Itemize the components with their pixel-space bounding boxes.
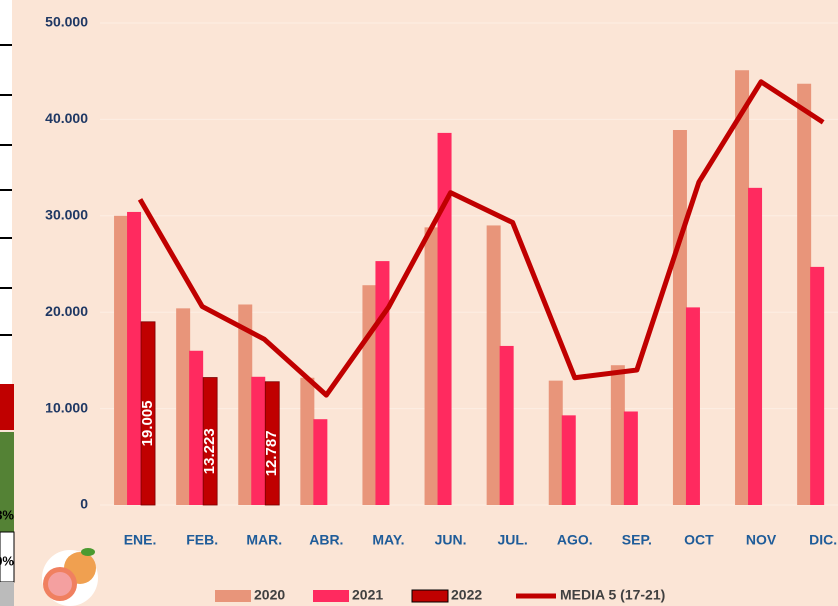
bar	[487, 225, 501, 505]
bar	[797, 84, 811, 505]
bar	[810, 267, 824, 505]
x-tick-label: FEB.	[186, 532, 218, 548]
bar	[748, 188, 762, 505]
bar	[438, 133, 452, 505]
x-tick-label: JUN.	[435, 532, 467, 548]
table-text: 3%	[0, 507, 14, 522]
bar	[624, 411, 638, 505]
bar	[549, 381, 563, 505]
y-tick-label: 50.000	[45, 14, 88, 30]
bar	[189, 351, 203, 505]
y-tick-label: 0	[80, 496, 88, 512]
bar	[611, 365, 625, 505]
y-tick-label: 10.000	[45, 399, 88, 415]
table-cell	[0, 0, 12, 384]
x-tick-label: OCT	[684, 532, 714, 548]
legend-swatch	[215, 590, 251, 602]
legend-label: 2021	[352, 587, 383, 603]
bar	[562, 415, 576, 505]
y-tick-label: 30.000	[45, 207, 88, 223]
x-tick-label: DIC.	[809, 532, 837, 548]
bar	[500, 346, 514, 505]
bar	[735, 70, 749, 505]
bar	[686, 307, 700, 505]
y-tick-label: 40.000	[45, 110, 88, 126]
bar	[425, 227, 439, 505]
x-tick-label: ABR.	[309, 532, 343, 548]
x-tick-label: AGO.	[557, 532, 593, 548]
table-text: 0%	[0, 553, 14, 568]
legend-label: MEDIA 5 (17-21)	[560, 587, 665, 603]
bar	[127, 212, 141, 505]
bar	[313, 419, 327, 505]
x-tick-label: NOV	[746, 532, 777, 548]
y-tick-label: 20.000	[45, 303, 88, 319]
x-tick-label: JUL.	[497, 532, 527, 548]
table-cell	[0, 582, 14, 606]
x-tick-label: SEP.	[622, 532, 652, 548]
page: 3% 0% 0 10.000 20.000 30.000 40.000 50.000 19.…	[0, 0, 838, 606]
chart: 3% 0% 0 10.000 20.000 30.000 40.000 50.000 19.…	[0, 0, 838, 606]
legend-swatch	[412, 590, 448, 602]
icon-leaf	[81, 548, 95, 556]
legend-label: 2022	[451, 587, 482, 603]
data-label: 13.223	[201, 428, 218, 474]
legend-swatch	[313, 590, 349, 602]
icon-fruit	[48, 572, 72, 596]
bar	[362, 285, 376, 505]
bar	[300, 378, 314, 505]
bar	[114, 216, 128, 505]
bar	[176, 308, 190, 505]
table-cell	[0, 384, 14, 430]
x-tick-label: MAY.	[372, 532, 404, 548]
x-tick-label: MAR.	[246, 532, 282, 548]
data-label: 19.005	[139, 400, 156, 446]
legend-label: 2020	[254, 587, 285, 603]
x-tick-label: ENE.	[124, 532, 157, 548]
bar	[375, 261, 389, 505]
data-label: 12.787	[263, 430, 280, 476]
bar	[673, 130, 687, 505]
